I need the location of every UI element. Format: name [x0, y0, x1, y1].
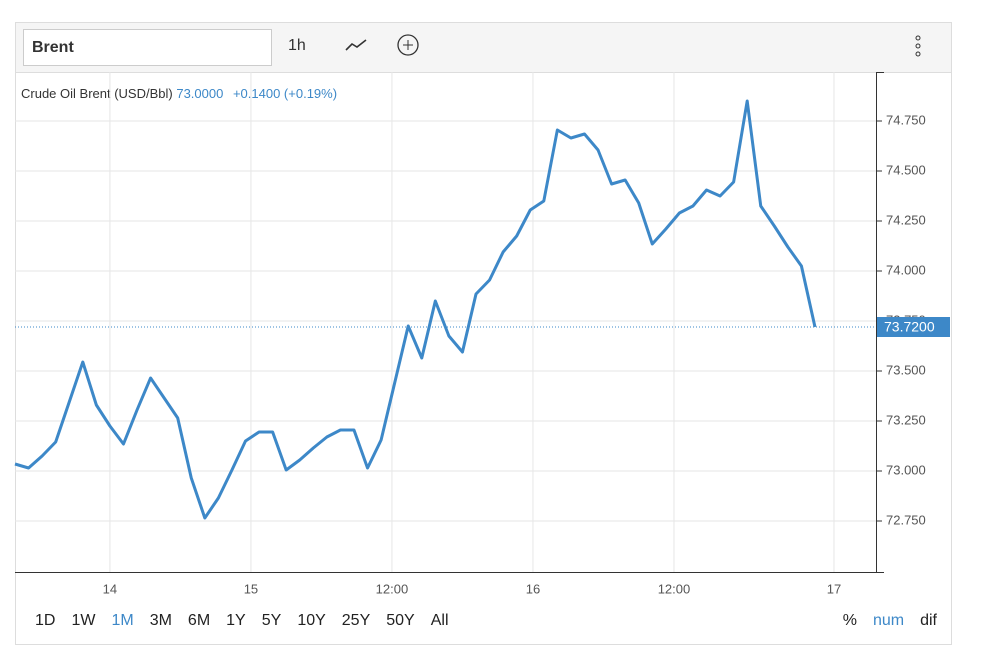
range-button[interactable]: 1W — [71, 612, 96, 629]
x-tick-label: 16 — [526, 581, 540, 596]
range-button[interactable]: 1D — [35, 612, 55, 629]
widget-frame — [15, 22, 952, 645]
x-tick-label: 14 — [103, 581, 117, 596]
legend-name: Crude Oil Brent (USD/Bbl) — [21, 86, 173, 101]
scale-mode-button[interactable]: dif — [920, 612, 937, 629]
menu-icon[interactable] — [915, 35, 921, 57]
range-button[interactable]: All — [431, 612, 449, 629]
last-price-box — [877, 317, 950, 337]
symbol-text[interactable]: Brent — [32, 39, 74, 56]
legend-change: +0.1400 (+0.19%) — [233, 86, 337, 101]
symbol-input[interactable] — [23, 29, 272, 66]
y-tick-label: 72.750 — [886, 512, 926, 527]
y-tick-label: 73.500 — [886, 362, 926, 377]
scale-mode-button[interactable]: num — [873, 612, 904, 629]
interval-button[interactable]: 1h — [288, 37, 306, 54]
chart-type-icon[interactable] — [345, 39, 367, 51]
x-tick-label: 12:00 — [376, 581, 409, 596]
range-button[interactable]: 3M — [150, 612, 172, 629]
range-button[interactable]: 1M — [111, 612, 133, 629]
y-tick-label: 74.000 — [886, 262, 926, 277]
x-tick-label: 17 — [827, 581, 841, 596]
x-tick-label: 12:00 — [658, 581, 691, 596]
y-tick-label: 74.500 — [886, 162, 926, 177]
range-button[interactable]: 5Y — [262, 612, 282, 629]
range-button[interactable]: 50Y — [386, 612, 415, 629]
y-tick-label: 73.250 — [886, 412, 926, 427]
add-indicator-icon[interactable] — [397, 34, 419, 56]
x-tick-label: 15 — [244, 581, 258, 596]
range-button[interactable]: 6M — [188, 612, 210, 629]
price-line — [14, 99, 817, 520]
scale-mode-button[interactable]: % — [843, 612, 857, 629]
plot: 72.75073.00073.25073.50073.75074.00074.2… — [14, 72, 950, 596]
y-tick-label: 74.250 — [886, 212, 926, 227]
range-button[interactable]: 25Y — [342, 612, 371, 629]
y-tick-label: 74.750 — [886, 112, 926, 127]
range-button[interactable]: 10Y — [297, 612, 326, 629]
y-tick-label: 73.000 — [886, 462, 926, 477]
legend: Crude Oil Brent (USD/Bbl) 73.0000 +0.140… — [21, 86, 337, 101]
last-price-label: 73.7200 — [884, 319, 935, 335]
range-button[interactable]: 1Y — [226, 612, 246, 629]
legend-price: 73.0000 — [176, 86, 223, 101]
